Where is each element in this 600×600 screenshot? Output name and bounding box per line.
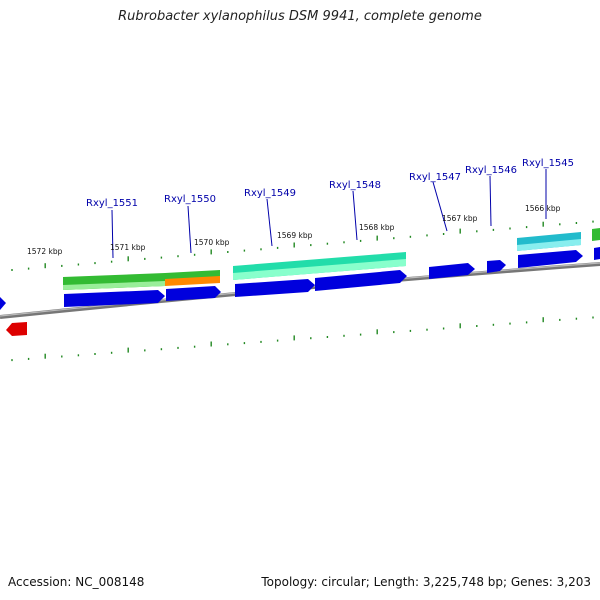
gene-label[interactable]: Rxyl_1548 — [329, 180, 381, 191]
gene-arrow-forward[interactable] — [518, 250, 583, 268]
scale-label: 1570 kbp — [194, 238, 230, 247]
feature-bar-green-edge[interactable] — [592, 228, 600, 241]
gene-label[interactable]: Rxyl_1549 — [244, 188, 296, 199]
gene-label[interactable]: Rxyl_1545 — [522, 158, 574, 169]
gene-label[interactable]: Rxyl_1546 — [465, 165, 517, 176]
outer-tick-track — [11, 220, 594, 271]
gene-arrow-forward-edge[interactable] — [0, 297, 6, 310]
feature-bar-orange[interactable] — [165, 276, 220, 286]
scale-label: 1566 kbp — [525, 204, 561, 213]
feature-bar-cyan-highlight — [517, 239, 581, 251]
map-title: Rubrobacter xylanophilus DSM 9941, compl… — [118, 9, 482, 24]
gene-arrow-forward[interactable] — [487, 260, 506, 273]
accession-label: Accession: NC_008148 — [8, 575, 145, 589]
feature-band — [63, 228, 600, 290]
gene-label-connectors — [111, 169, 547, 259]
feature-bar-green-highlight — [63, 281, 165, 290]
scale-label: 1567 kbp — [442, 214, 478, 223]
gene-label[interactable]: Rxyl_1550 — [164, 194, 216, 205]
scale-label: 1572 kbp — [27, 247, 63, 256]
gene-arrow-forward[interactable] — [64, 290, 165, 307]
gene-arrow-reverse[interactable] — [6, 322, 27, 336]
gene-labels: Rxyl_1551 Rxyl_1550 Rxyl_1549 Rxyl_1548 … — [86, 158, 574, 209]
forward-gene-track — [0, 247, 600, 310]
gene-arrow-forward[interactable] — [166, 286, 221, 301]
gene-label[interactable]: Rxyl_1551 — [86, 198, 138, 209]
scale-label: 1571 kbp — [110, 243, 146, 252]
gene-arrow-forward[interactable] — [235, 279, 315, 297]
inner-tick-track — [11, 316, 594, 362]
scale-label: 1568 kbp — [359, 223, 395, 232]
feature-bar-teal-highlight — [233, 259, 406, 280]
genome-summary: Topology: circular; Length: 3,225,748 bp… — [261, 575, 591, 589]
gene-arrow-forward[interactable] — [429, 263, 475, 279]
scale-labels: 1572 kbp 1571 kbp 1570 kbp 1569 kbp 1568… — [27, 204, 561, 256]
gene-arrow-forward[interactable] — [594, 247, 600, 260]
scale-label: 1569 kbp — [277, 231, 313, 240]
gene-label[interactable]: Rxyl_1547 — [409, 172, 461, 183]
gene-arrow-forward[interactable] — [315, 270, 407, 291]
